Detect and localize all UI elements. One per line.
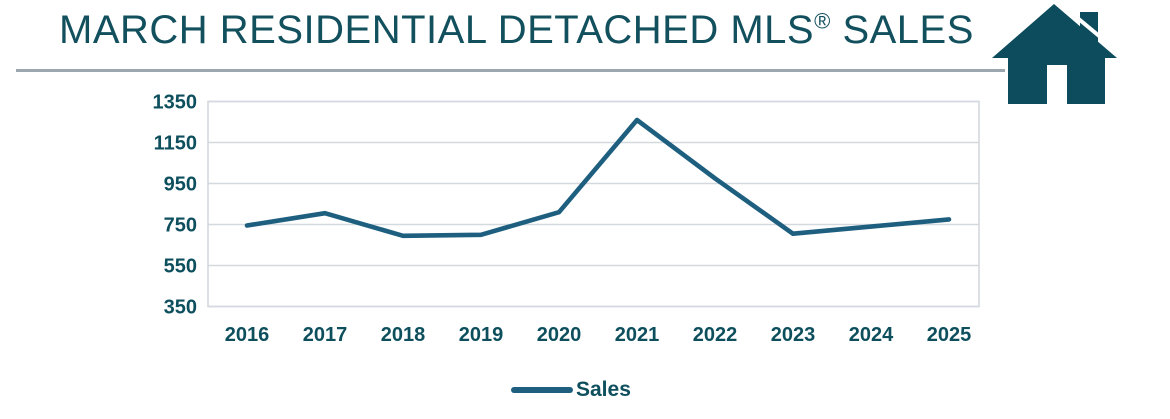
title-separator-line xyxy=(16,69,1005,72)
y-axis-tick-label: 950 xyxy=(164,174,197,196)
y-axis-tick-label: 750 xyxy=(164,215,197,237)
y-axis-tick-label: 350 xyxy=(164,297,197,319)
y-axis-tick-label: 1350 xyxy=(153,92,198,114)
legend: Sales xyxy=(511,378,631,402)
house-roof-gap xyxy=(1055,0,1124,57)
plot-border xyxy=(207,100,980,308)
registered-trademark-symbol: ® xyxy=(814,8,831,34)
y-axis-tick-label: 1150 xyxy=(154,133,197,155)
house-door xyxy=(1047,65,1067,104)
x-axis-label: 2016 xyxy=(225,324,270,346)
title-text-suffix: SALES xyxy=(830,8,974,52)
title-text: MARCH RESIDENTIAL DETACHED MLS xyxy=(59,8,815,52)
x-axis-label: 2021 xyxy=(615,324,660,346)
legend-line-swatch xyxy=(511,387,573,393)
page-title: MARCH RESIDENTIAL DETACHED MLS® SALES xyxy=(59,8,974,53)
x-axis-label: 2025 xyxy=(927,324,972,346)
y-axis-tick-label: 550 xyxy=(164,256,197,278)
house-icon xyxy=(992,0,1124,104)
x-axis-label: 2017 xyxy=(303,324,348,346)
x-axis-label: 2023 xyxy=(771,324,816,346)
x-axis-label: 2019 xyxy=(459,324,504,346)
x-axis-label: 2018 xyxy=(381,324,426,346)
house-roof xyxy=(992,4,1117,58)
x-axis-label: 2020 xyxy=(537,324,582,346)
x-axis-label: 2022 xyxy=(693,324,738,346)
x-axis-label: 2024 xyxy=(849,324,894,346)
legend-label: Sales xyxy=(576,378,631,401)
sales-series-line xyxy=(244,117,952,239)
